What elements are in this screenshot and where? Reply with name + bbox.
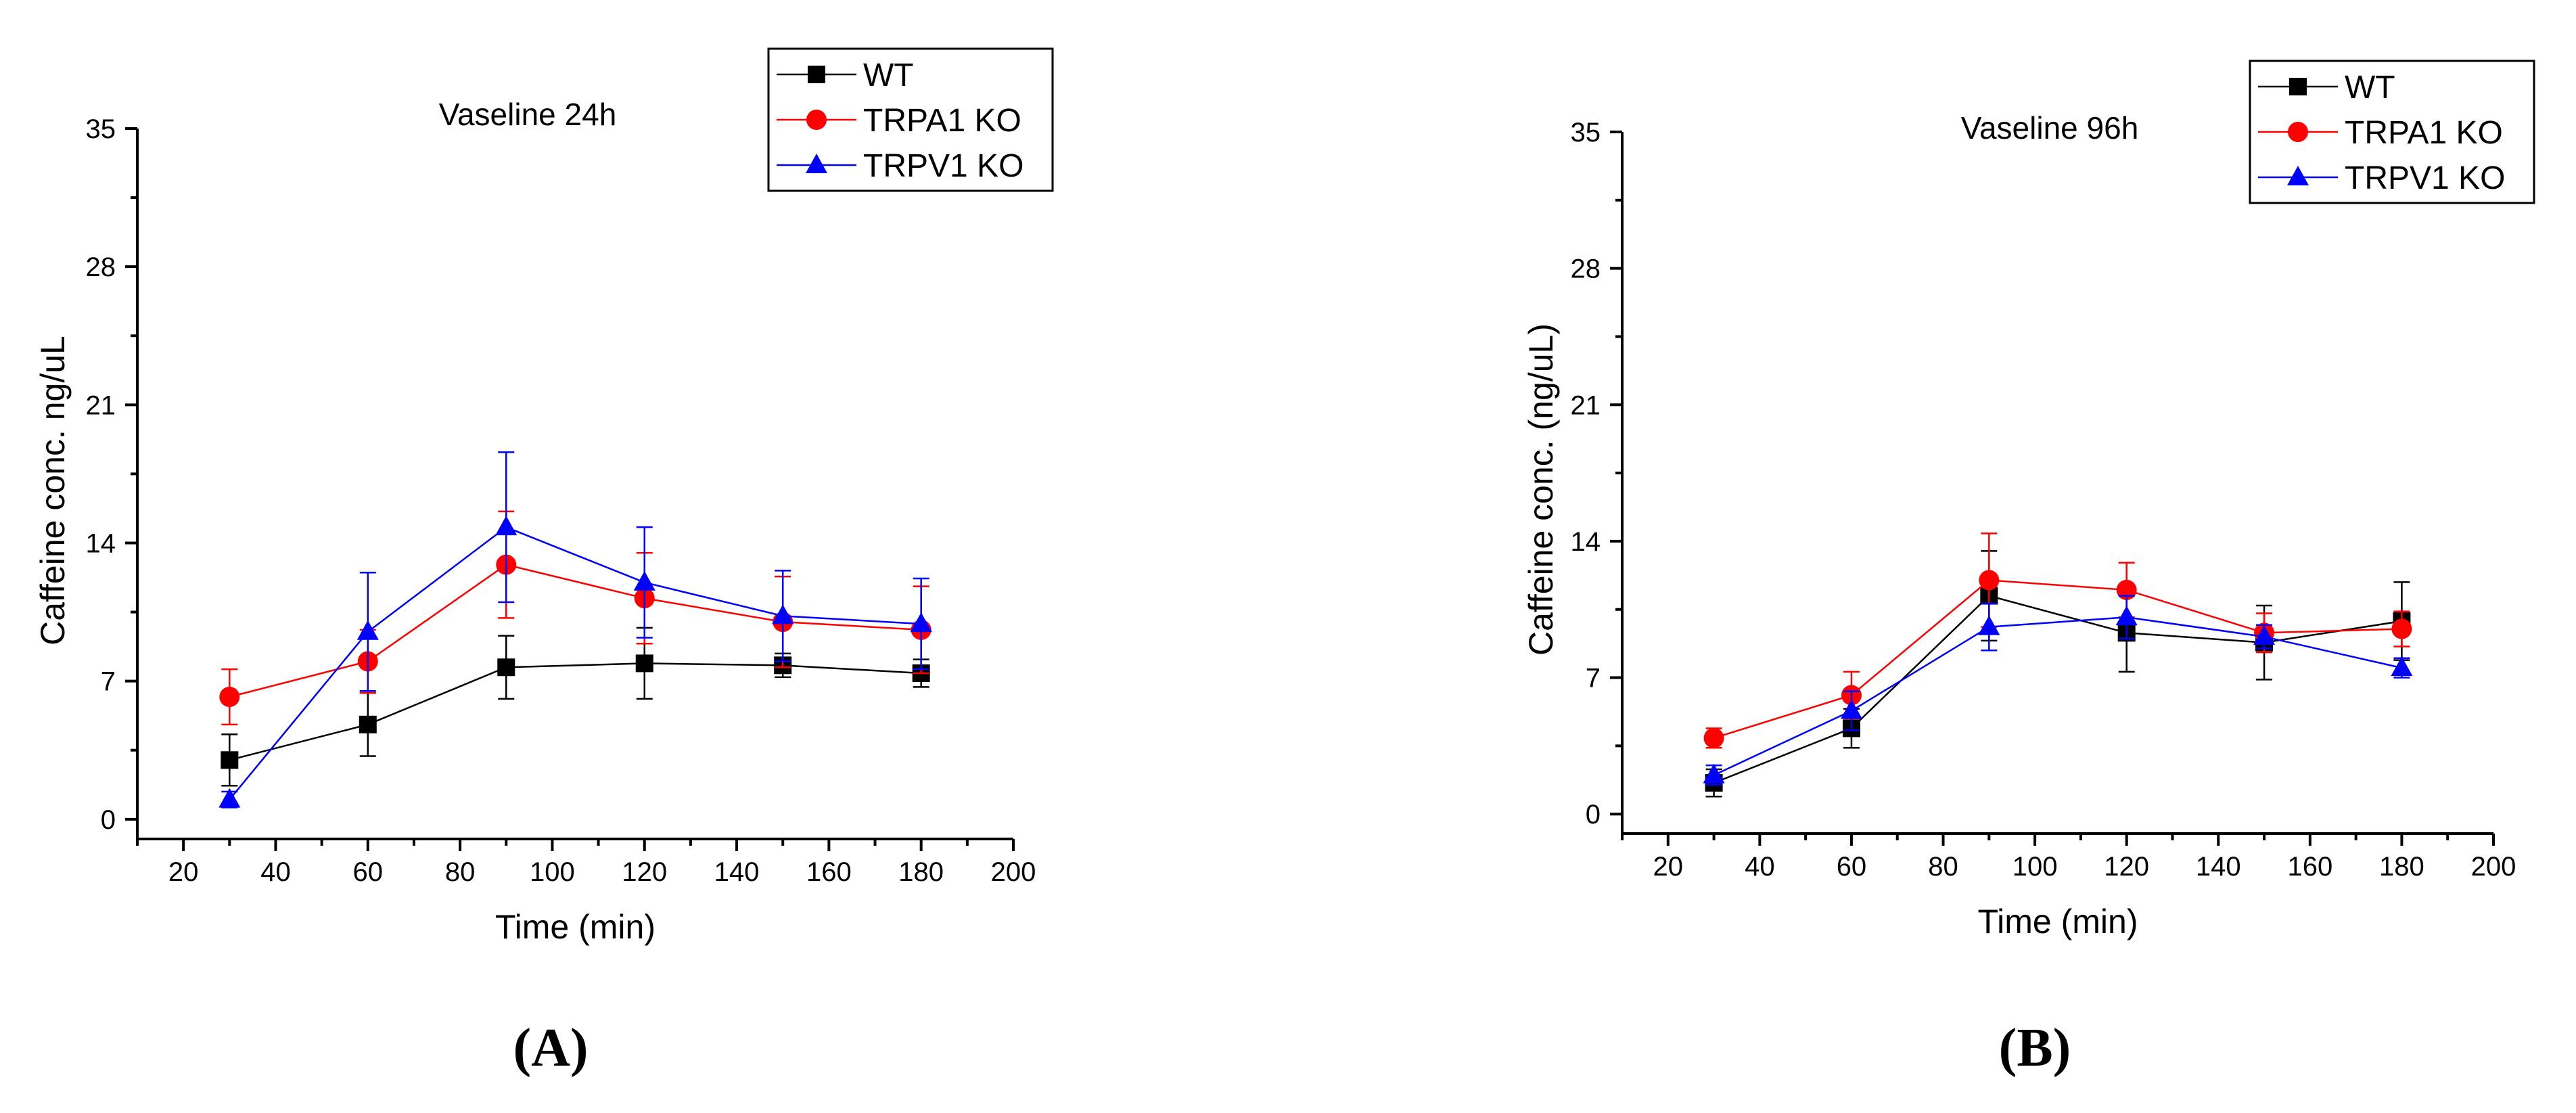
series-line-trpv1-ko <box>229 526 921 800</box>
data-point <box>356 620 379 640</box>
x-tick-label: 80 <box>1928 852 1958 882</box>
data-point <box>2253 625 2276 645</box>
y-axis-label: Caffeine conc. (ng/uL) <box>1522 323 1560 656</box>
x-tick-label: 60 <box>1837 852 1867 882</box>
y-tick-label: 28 <box>86 252 116 282</box>
x-tick-label: 40 <box>260 857 291 887</box>
data-point <box>221 751 239 769</box>
series-line-trpa1-ko <box>1714 579 2402 740</box>
x-axis-label: Time (min) <box>1977 903 2138 940</box>
x-tick-label: 180 <box>2379 852 2424 882</box>
x-tick-label: 160 <box>806 857 852 887</box>
legend-marker <box>806 154 827 173</box>
legend: WT TRPA1 KO TRPV1 KO <box>2249 60 2535 204</box>
y-tick-label: 0 <box>1586 800 1601 830</box>
legend-marker <box>806 110 827 130</box>
legend-entry-trpa1-ko: TRPA1 KO <box>2258 115 2503 151</box>
legend-entry-trpv1-ko: TRPV1 KO <box>777 148 1024 184</box>
data-point <box>633 570 656 591</box>
data-point <box>359 715 377 733</box>
data-point <box>219 687 240 707</box>
x-tick-label: 200 <box>2471 852 2516 882</box>
y-tick-label: 21 <box>86 390 116 420</box>
data-point <box>1703 727 1724 748</box>
legend-marker <box>2288 122 2308 142</box>
data-point <box>1979 570 2000 591</box>
y-tick-label: 14 <box>86 529 116 559</box>
y-tick-label: 28 <box>1571 254 1601 284</box>
data-point <box>497 658 515 677</box>
legend-label: TRPV1 KO <box>2345 160 2505 196</box>
x-tick-label: 180 <box>898 857 944 887</box>
panel-label-a: (A) <box>513 1018 588 1078</box>
data-point <box>2391 618 2412 639</box>
data-point <box>910 612 932 633</box>
y-tick-label: 7 <box>1586 664 1601 694</box>
legend-label: TRPV1 KO <box>863 148 1024 184</box>
series-wt <box>1705 550 2411 798</box>
y-tick-label: 7 <box>101 667 116 697</box>
x-tick-label: 20 <box>1653 852 1684 882</box>
y-tick-label: 21 <box>1571 390 1601 420</box>
x-tick-label: 20 <box>168 857 199 887</box>
legend-marker <box>2287 166 2309 185</box>
x-tick-label: 120 <box>622 857 667 887</box>
data-point <box>2115 606 2138 626</box>
series-trpv1-ko <box>1703 595 2413 786</box>
x-tick-label: 40 <box>1745 852 1775 882</box>
panel-label-b: (B) <box>1999 1018 2071 1078</box>
series-trpv1-ko <box>218 451 932 809</box>
x-tick-label: 200 <box>991 857 1036 887</box>
legend-label: TRPA1 KO <box>863 103 1021 139</box>
x-tick-label: 140 <box>714 857 760 887</box>
series-line-wt <box>229 662 921 761</box>
legend-entry-wt: WT <box>2258 70 2395 106</box>
chart-panel-b: Vaseline 96h 0 7 14 21 28 35 20 40 60 80 100 120 140 1… <box>1522 60 2535 940</box>
data-point <box>495 516 518 536</box>
data-point <box>1703 763 1725 783</box>
x-axis-label: Time (min) <box>495 908 656 946</box>
y-tick-label: 35 <box>1571 118 1601 147</box>
legend-label: TRPA1 KO <box>2345 115 2503 151</box>
x-tick-label: 100 <box>2013 852 2058 882</box>
legend-label: WT <box>863 58 914 93</box>
x-tick-label: 80 <box>445 857 476 887</box>
data-point <box>635 654 653 673</box>
series-line-wt <box>1714 595 2402 784</box>
x-tick-label: 120 <box>2104 852 2149 882</box>
data-point <box>772 604 794 624</box>
series-line-trpv1-ko <box>1714 616 2402 776</box>
x-tick-label: 100 <box>530 857 575 887</box>
data-point <box>1978 615 2000 635</box>
data-point <box>1840 699 1862 719</box>
data-point <box>2391 656 2413 677</box>
series-line-trpa1-ko <box>229 564 921 698</box>
legend-label: WT <box>2345 70 2395 106</box>
x-tick-label: 60 <box>353 857 384 887</box>
legend-marker <box>808 66 825 83</box>
series-trpa1-ko <box>1703 532 2412 749</box>
y-tick-label: 35 <box>86 114 116 144</box>
legend-marker <box>2289 78 2307 95</box>
x-tick-label: 160 <box>2287 852 2332 882</box>
chart-title: Vaseline 96h <box>1961 110 2139 145</box>
legend: WT TRPA1 KO TRPV1 KO <box>767 47 1054 192</box>
data-point <box>218 788 241 808</box>
legend-entry-trpv1-ko: TRPV1 KO <box>2258 160 2505 196</box>
x-tick-label: 140 <box>2196 852 2241 882</box>
legend-entry-wt: WT <box>777 58 914 93</box>
chart-title: Vaseline 24h <box>439 97 617 132</box>
series-wt <box>221 627 930 787</box>
y-tick-label: 0 <box>101 805 116 835</box>
y-axis-label: Caffeine conc. ng/uL <box>34 336 72 645</box>
legend-entry-trpa1-ko: TRPA1 KO <box>777 103 1021 139</box>
chart-panel-a: Vaseline 24h 0 7 14 21 28 35 20 40 60 80 100 120 140 1… <box>34 47 1054 946</box>
y-tick-label: 14 <box>1571 527 1601 557</box>
